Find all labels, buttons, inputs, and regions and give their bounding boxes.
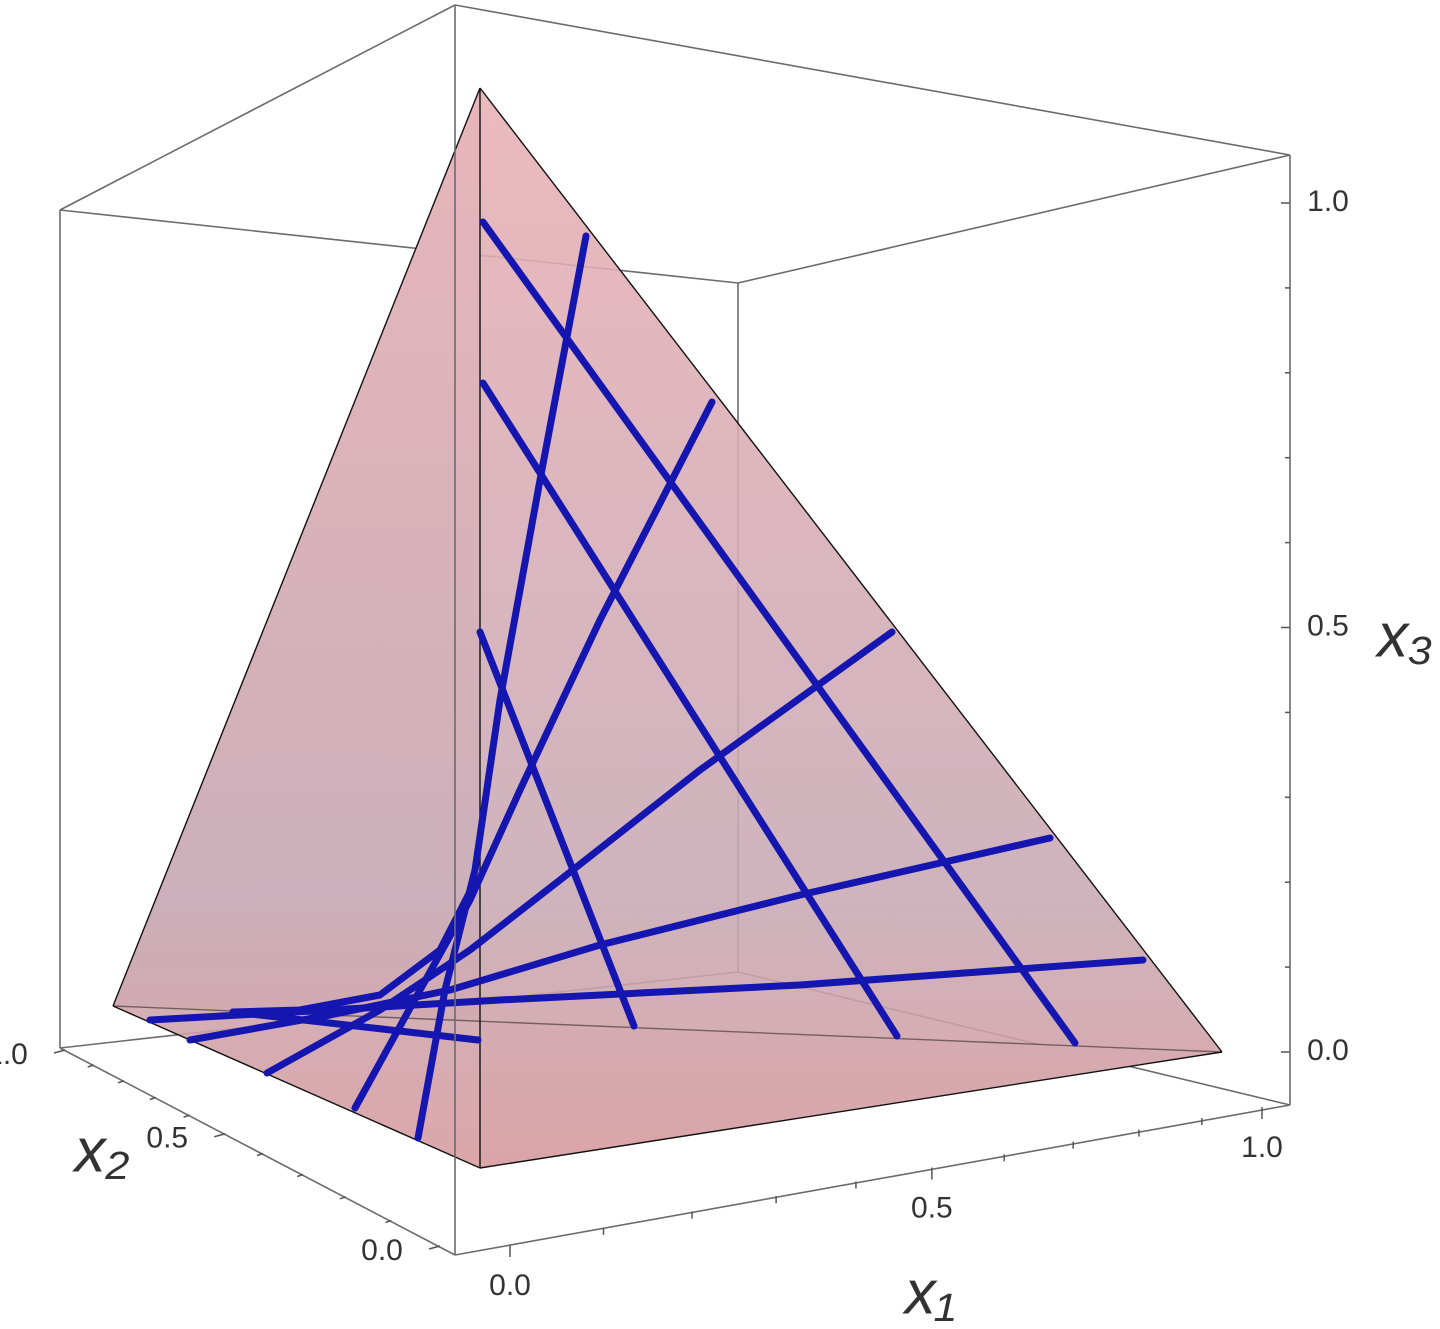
x-tick-label: 0.0 [489, 1269, 531, 1302]
y-minor-tick [87, 1064, 94, 1068]
y-minor-tick [339, 1196, 347, 1200]
y-tick-label: 0.0 [361, 1234, 403, 1267]
x-axis-label: x₁ [902, 1258, 956, 1327]
front-face [113, 88, 1222, 1168]
y-tick [53, 1049, 66, 1054]
y-tick-label: 0.5 [146, 1122, 188, 1155]
y-tick [214, 1133, 226, 1138]
z-tick-label: 0.5 [1307, 609, 1349, 642]
bounding-box-front [59, 4, 1291, 1256]
y-minor-tick [385, 1219, 392, 1224]
y-tick [428, 1245, 441, 1250]
x-tick-label: 0.5 [911, 1192, 953, 1225]
surfaces [112, 87, 1223, 1169]
y-minor-tick [149, 1096, 157, 1101]
x-tick-label: 1.0 [1241, 1131, 1283, 1164]
y-minor-tick [117, 1080, 125, 1084]
y-minor-tick [296, 1173, 304, 1178]
y-minor-tick [183, 1114, 190, 1118]
y-minor-tick [256, 1152, 264, 1157]
y-tick-label: 1.0 [0, 1038, 28, 1071]
z-tick-label: 1.0 [1307, 185, 1349, 218]
z-tick-label: 0.0 [1307, 1034, 1349, 1067]
curves [146, 218, 1147, 1142]
y-axis-label: x₂ [72, 1116, 130, 1185]
z-axis-label: x₃ [1374, 601, 1433, 670]
